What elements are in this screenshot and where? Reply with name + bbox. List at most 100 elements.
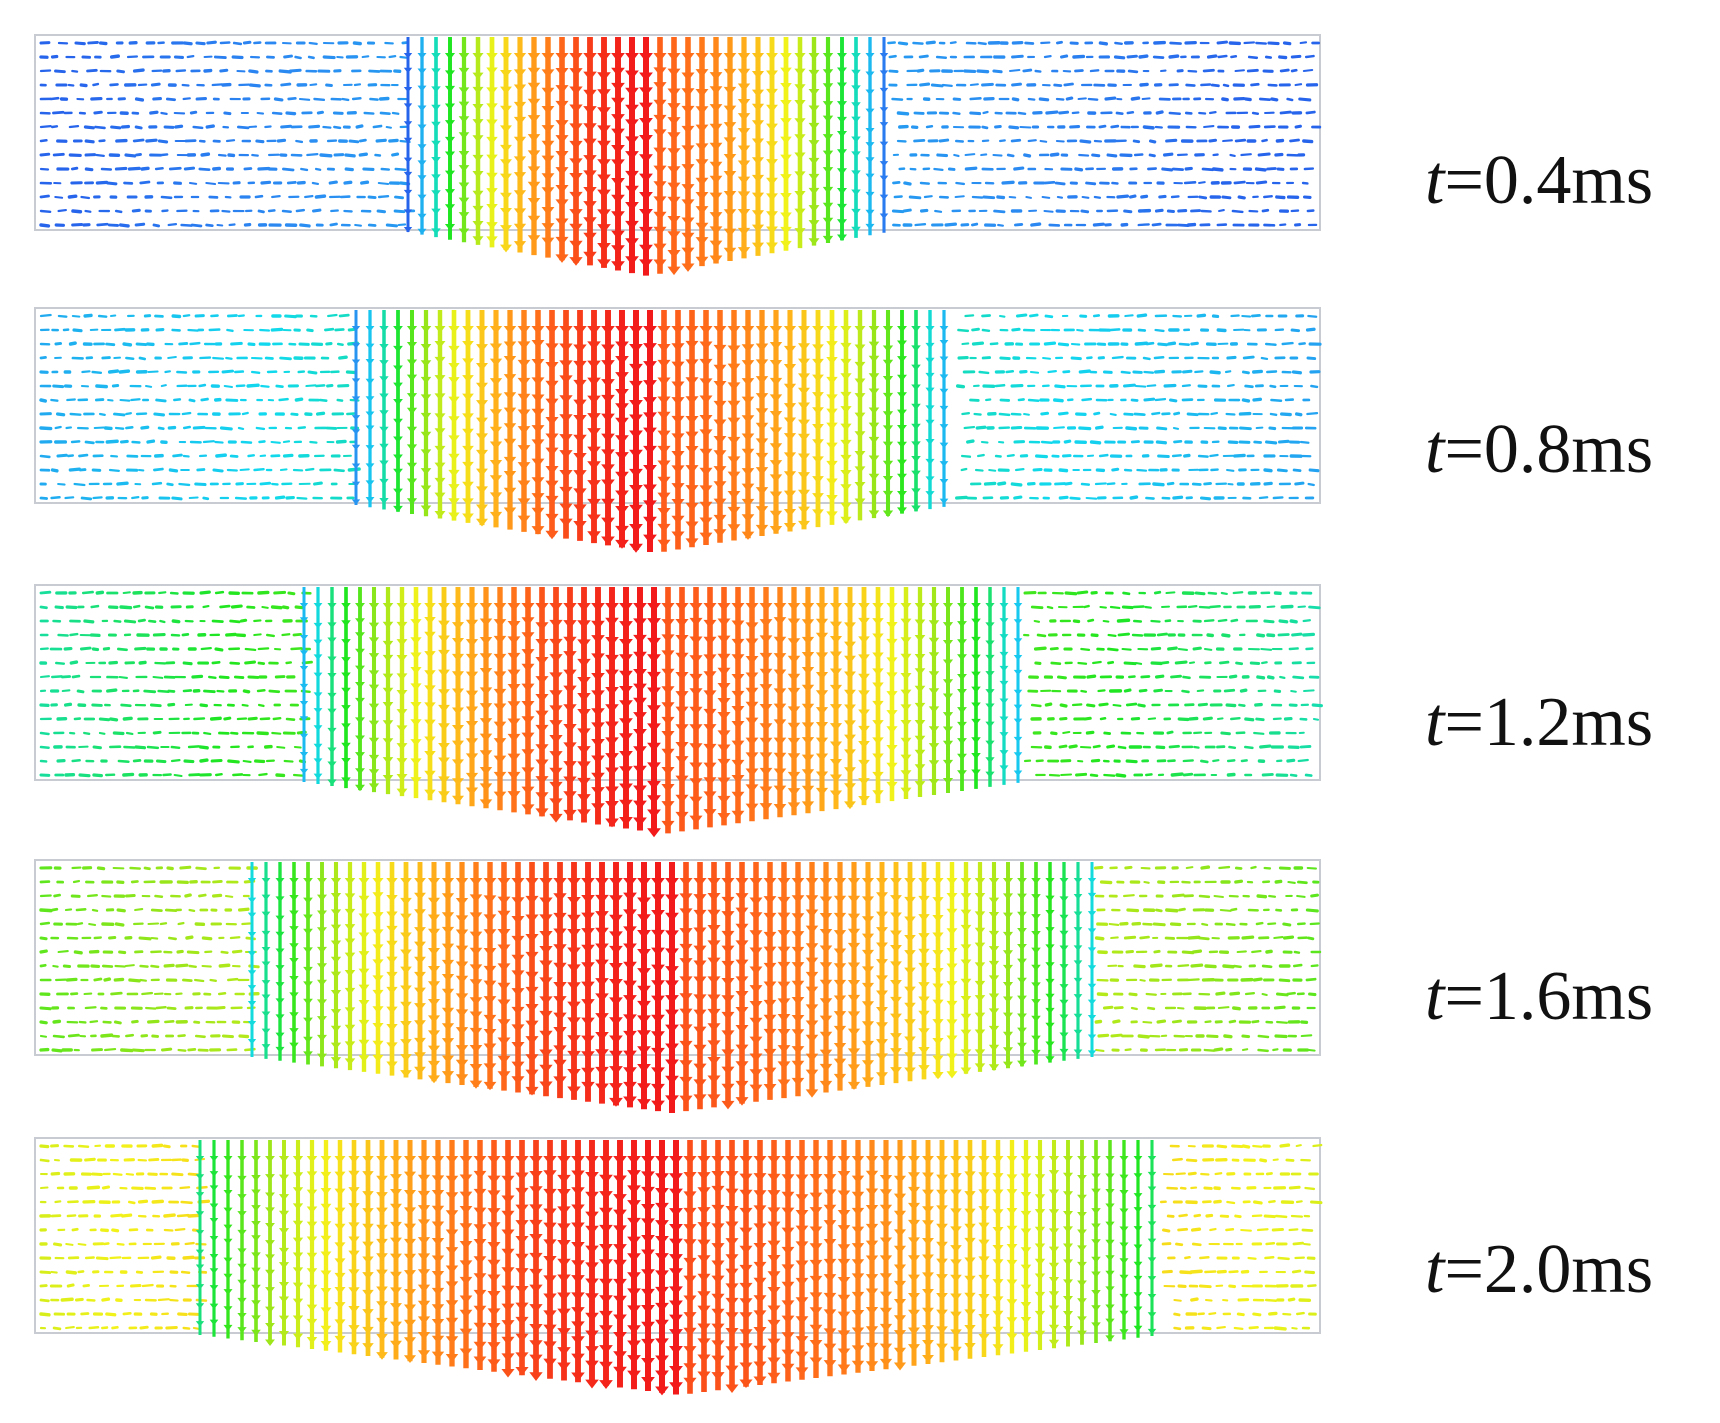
arrowhead: [769, 427, 783, 436]
field-vector: [981, 125, 989, 130]
arrowhead: [434, 326, 446, 334]
arrowhead: [633, 746, 647, 756]
arrowhead: [709, 72, 723, 81]
arrowhead: [396, 621, 408, 629]
field-vector: [65, 605, 78, 610]
arrowhead: [344, 938, 356, 946]
field-vector: [230, 341, 243, 346]
arrowhead: [882, 326, 894, 333]
arrowhead: [741, 396, 755, 405]
field-vector: [1221, 633, 1231, 638]
field-vector: [1078, 369, 1091, 374]
arrowhead: [721, 1011, 735, 1021]
field-vector: [93, 977, 103, 982]
arrowhead: [861, 896, 875, 905]
arrowhead: [275, 878, 285, 884]
arrowhead: [681, 125, 695, 135]
arrowhead: [675, 706, 689, 716]
arrowhead: [689, 743, 703, 752]
arrowhead: [819, 1015, 833, 1024]
field-vector: [1228, 745, 1237, 750]
field-vector: [1282, 41, 1292, 46]
arrowhead: [247, 1001, 257, 1007]
arrowhead: [679, 943, 693, 953]
arrowhead: [777, 961, 791, 971]
field-vector: [1297, 605, 1306, 609]
arrowhead: [727, 326, 741, 335]
field-vector: [1309, 922, 1320, 926]
arrowhead: [527, 197, 541, 207]
field-vector: [1062, 730, 1071, 735]
arrowhead: [1017, 911, 1027, 919]
field-vector: [71, 674, 81, 679]
field-vector: [1040, 440, 1054, 444]
field-vector: [1142, 125, 1155, 130]
arrowhead: [780, 212, 792, 221]
field-vector: [217, 153, 227, 157]
field-vector: [65, 977, 78, 982]
field-vector: [1083, 604, 1090, 609]
time-label-1: t=0.8ms: [1425, 411, 1654, 488]
field-vector: [294, 605, 305, 610]
arrowhead: [379, 478, 389, 486]
arrowhead: [763, 1014, 777, 1024]
arrowhead: [609, 1066, 623, 1076]
arrowhead: [500, 207, 512, 216]
arrowhead: [351, 415, 361, 421]
field-vector: [1241, 370, 1250, 375]
arrowhead: [868, 373, 880, 381]
field-vector: [157, 689, 170, 693]
arrowhead: [679, 958, 693, 967]
arrowhead: [541, 223, 555, 232]
arrowhead: [633, 634, 647, 644]
arrowhead: [971, 753, 981, 760]
arrowhead: [731, 740, 745, 750]
arrowhead: [703, 671, 717, 680]
arrowhead: [595, 911, 609, 921]
field-vector: [961, 412, 971, 416]
arrowhead: [661, 716, 675, 726]
field-vector: [131, 1019, 139, 1024]
field-vector: [144, 605, 155, 610]
field-vector: [1015, 313, 1028, 318]
arrowhead: [431, 104, 441, 112]
arrowhead: [727, 456, 741, 465]
field-vector: [1087, 618, 1095, 623]
field-vector: [1060, 54, 1069, 59]
field-vector: [1113, 55, 1126, 60]
field-vector: [1289, 138, 1300, 143]
arrowhead: [685, 485, 699, 494]
field-vector: [999, 356, 1011, 361]
arrowhead: [858, 778, 870, 786]
field-vector: [1155, 745, 1166, 750]
arrowhead: [581, 962, 595, 972]
arrowhead: [368, 603, 380, 610]
arrowhead: [379, 360, 389, 367]
arrowhead: [693, 894, 707, 903]
arrowhead: [685, 396, 699, 405]
field-vector: [1027, 97, 1036, 101]
arrowhead: [988, 1025, 1000, 1033]
arrowhead: [851, 189, 861, 196]
field-vector: [1098, 702, 1109, 707]
field-vector: [1243, 41, 1255, 45]
field-vector: [39, 921, 51, 926]
field-vector: [161, 1047, 173, 1052]
field-vector: [1268, 894, 1277, 898]
arrowhead: [651, 1100, 665, 1110]
arrowhead: [769, 377, 783, 386]
arrowhead: [521, 663, 535, 673]
arrowhead: [629, 504, 643, 514]
arrowhead: [723, 209, 737, 218]
arrowhead: [619, 700, 633, 710]
arrowhead: [671, 498, 685, 508]
arrowhead: [643, 445, 657, 455]
arrowhead: [545, 530, 559, 540]
arrowhead: [751, 192, 765, 201]
arrowhead: [643, 484, 657, 494]
arrowhead: [441, 893, 455, 902]
arrowhead: [406, 462, 418, 470]
field-vector: [78, 773, 91, 778]
arrowhead: [513, 172, 527, 181]
arrowhead: [365, 378, 375, 385]
